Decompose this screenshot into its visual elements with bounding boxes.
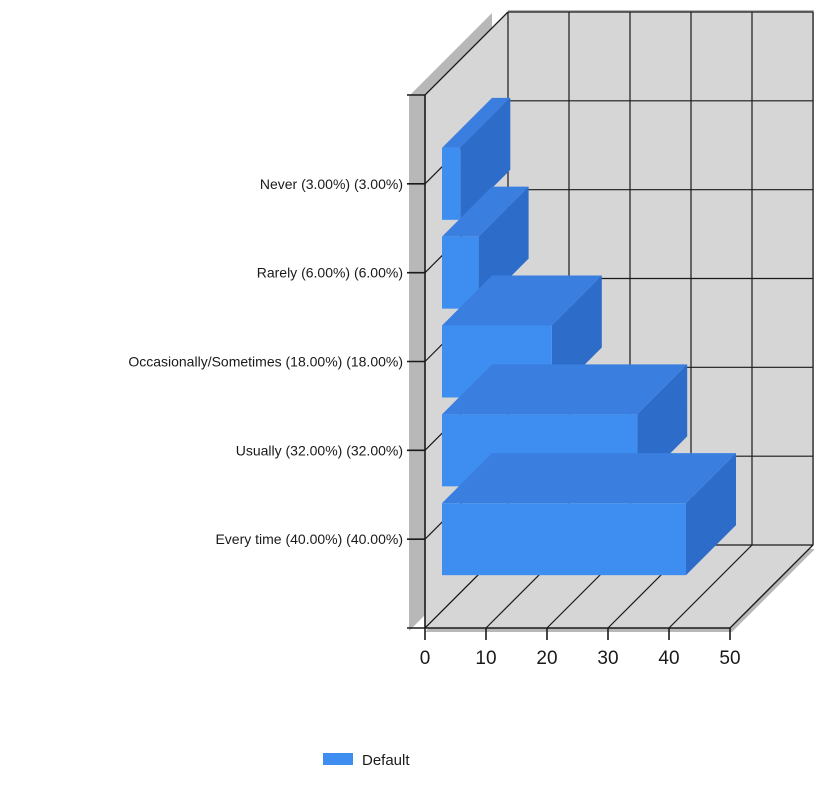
legend: Default (323, 752, 410, 769)
category-label: Never (3.00%) (3.00%) (260, 176, 403, 192)
category-labels: Never (3.00%) (3.00%) Rarely (6.00%) (6.0… (128, 176, 403, 547)
bar (442, 147, 461, 220)
x-tick-label: 30 (597, 648, 618, 669)
x-tick-label: 0 (420, 648, 431, 669)
bar-side (460, 97, 511, 220)
bar-top (442, 275, 602, 326)
legend-swatch (323, 753, 353, 765)
x-tick-label: 20 (536, 648, 557, 669)
x-tick-label: 50 (719, 648, 740, 669)
category-label: Occasionally/Sometimes (18.00%) (18.00%) (128, 354, 403, 370)
x-tick-label: 40 (658, 648, 679, 669)
bar-top (442, 186, 529, 237)
floor-edge (729, 544, 814, 629)
category-label: Every time (40.00%) (40.00%) (215, 531, 403, 547)
bar-side (686, 453, 736, 576)
legend-label: Default (362, 752, 410, 769)
bar-top (442, 97, 511, 148)
chart-axes (407, 94, 731, 640)
chart-bars (442, 97, 736, 576)
wall-edge (424, 11, 509, 96)
gridline-floor (668, 544, 753, 629)
category-label: Usually (32.00%) (32.00%) (236, 442, 403, 458)
bar (442, 503, 686, 576)
category-label: Rarely (6.00%) (6.00%) (257, 265, 403, 281)
x-tick-label: 10 (475, 648, 496, 669)
x-tick-labels: 0 10 20 30 40 50 (420, 648, 741, 669)
bar-top (442, 453, 736, 504)
bar-top (442, 364, 688, 415)
